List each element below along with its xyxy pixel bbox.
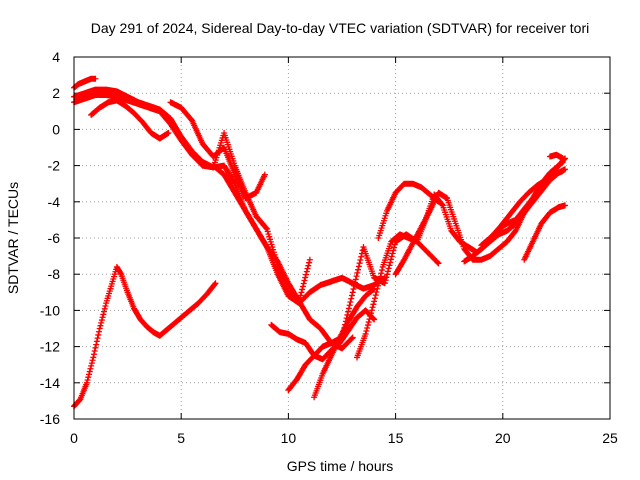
x-tick-label: 25 — [602, 430, 618, 446]
y-tick-label: -10 — [40, 302, 60, 318]
x-tick-label: 15 — [388, 430, 404, 446]
y-tick-label: 0 — [52, 121, 60, 137]
data-series — [210, 162, 356, 352]
y-tick-label: -4 — [48, 194, 61, 210]
data-series — [478, 155, 568, 249]
data-point-markers — [521, 202, 568, 263]
data-series — [71, 263, 219, 410]
data-point-markers — [461, 166, 568, 265]
data-point-markers — [392, 158, 566, 278]
data-series — [167, 99, 268, 202]
y-tick-label: -2 — [48, 158, 61, 174]
data-series — [546, 151, 566, 162]
y-tick-label: -16 — [40, 411, 60, 427]
data-series — [521, 202, 568, 263]
data-points — [71, 75, 568, 410]
data-series — [88, 97, 172, 142]
x-tick-label: 5 — [177, 430, 185, 446]
data-series — [375, 180, 442, 241]
data-point-markers — [478, 155, 568, 249]
chart-title: Day 291 of 2024, Sidereal Day-to-day VTE… — [91, 20, 590, 36]
x-tick-label: 20 — [495, 430, 511, 446]
y-tick-label: -8 — [48, 266, 61, 282]
data-point-markers — [546, 151, 566, 162]
data-point-markers — [375, 180, 442, 241]
data-series — [392, 158, 566, 278]
y-tick-label: -6 — [48, 230, 61, 246]
x-axis-label: GPS time / hours — [287, 458, 394, 474]
x-tick-label: 0 — [70, 430, 78, 446]
y-tick-label: -14 — [40, 375, 60, 391]
data-point-markers — [88, 97, 172, 142]
y-tick-label: 2 — [52, 85, 60, 101]
data-point-markers — [71, 263, 219, 410]
x-tick-label: 10 — [281, 430, 297, 446]
data-series — [311, 285, 378, 401]
y-tick-label: -12 — [40, 339, 60, 355]
y-tick-label: 4 — [52, 49, 60, 65]
data-point-markers — [311, 285, 378, 401]
data-point-markers — [167, 99, 268, 202]
y-axis-label: SDTVAR / TECUs — [5, 182, 21, 294]
data-series — [461, 166, 568, 265]
data-point-markers — [210, 162, 356, 352]
plot-frame — [73, 56, 611, 420]
